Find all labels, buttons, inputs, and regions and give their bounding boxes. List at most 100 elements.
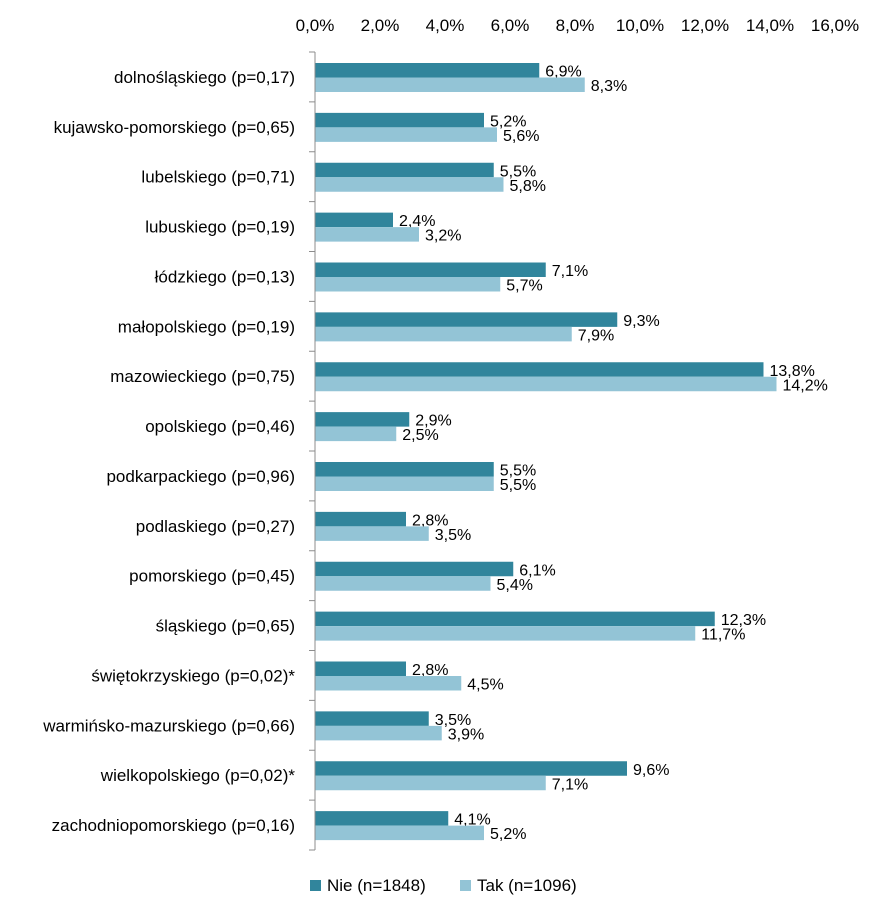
data-label-nie: 6,9% xyxy=(545,64,581,81)
data-label-nie: 12,3% xyxy=(721,612,766,629)
bar-tak xyxy=(315,576,491,591)
category-row: podkarpackiego (p=0,96) 5,5%5,5% xyxy=(106,450,536,494)
bar-tak xyxy=(315,227,419,242)
bar-tak xyxy=(315,725,442,741)
legend-swatch-tak xyxy=(460,880,471,891)
data-label-nie: 2,8% xyxy=(412,512,448,529)
category-label: mazowieckiego (p=0,75) xyxy=(110,367,295,386)
data-label-tak: 7,1% xyxy=(552,776,588,793)
category-label: warmińsko-mazurskiego (p=0,66) xyxy=(42,716,295,735)
bar-nie xyxy=(315,511,406,527)
category-row: małopolskiego (p=0,19) 9,3% 7,9% xyxy=(118,300,660,344)
bar-nie xyxy=(315,112,484,128)
bar-nie xyxy=(315,561,514,577)
data-label-nie: 6,1% xyxy=(519,562,555,579)
category-label: dolnośląskiego (p=0,17) xyxy=(114,68,295,87)
category-label: lubelskiego (p=0,71) xyxy=(141,168,295,187)
legend-label-tak: Tak (n=1096) xyxy=(477,876,577,895)
category-row: świętokrzyskiego (p=0,02)* 2,8% 4,5% xyxy=(91,650,504,694)
bar-nie xyxy=(315,212,393,228)
data-label-tak: 5,2% xyxy=(490,826,526,843)
data-label-tak: 3,2% xyxy=(425,228,461,245)
bar-nie xyxy=(315,312,618,327)
data-label-tak: 4,5% xyxy=(467,677,503,694)
category-label: małopolskiego (p=0,19) xyxy=(118,317,295,336)
category-label: opolskiego (p=0,46) xyxy=(145,417,295,436)
data-label-tak: 5,5% xyxy=(500,477,536,494)
data-label-tak: 5,7% xyxy=(506,278,542,295)
category-row: opolskiego (p=0,46) 2,9%2,5% xyxy=(145,400,452,444)
legend-label-nie: Nie (n=1848) xyxy=(327,876,426,895)
bar-tak xyxy=(315,626,696,641)
data-label-tak: 3,9% xyxy=(448,726,484,743)
data-label-nie: 4,1% xyxy=(454,812,490,829)
category-row: zachodniopomorskiego (p=0,16) 4,1%5,2% xyxy=(52,799,526,843)
bar-nie xyxy=(315,63,540,78)
x-tick-label: 12,0% xyxy=(681,16,729,35)
data-label-nie: 5,5% xyxy=(500,463,536,480)
bar-nie xyxy=(315,811,449,826)
data-label-tak: 2,5% xyxy=(402,427,438,444)
data-label-tak: 8,3% xyxy=(591,78,627,95)
data-label-tak: 5,4% xyxy=(497,577,533,594)
data-label-tak: 5,6% xyxy=(503,128,539,145)
bar-tak xyxy=(315,77,585,92)
category-row: dolnośląskiego (p=0,17) 6,9% 8,3% xyxy=(114,51,627,95)
data-label-nie: 9,3% xyxy=(623,313,659,330)
bar-tak xyxy=(315,775,546,791)
x-tick-label: 0,0% xyxy=(296,16,335,35)
bar-nie xyxy=(315,611,715,627)
category-label: pomorskiego (p=0,45) xyxy=(129,567,295,586)
category-row: lubelskiego (p=0,71) 5,5%5,8% xyxy=(141,151,546,195)
data-label-nie: 5,5% xyxy=(500,163,536,180)
data-label-tak: 11,7% xyxy=(701,627,745,644)
data-label-tak: 14,2% xyxy=(783,377,828,394)
x-tick-label: 4,0% xyxy=(426,16,465,35)
category-row: mazowieckiego (p=0,75) 13,8%14,2% xyxy=(110,350,828,394)
data-label-nie: 2,4% xyxy=(399,213,435,230)
category-label: łódzkiego (p=0,13) xyxy=(155,267,295,286)
bar-tak xyxy=(315,177,504,192)
x-tick-label: 2,0% xyxy=(361,16,400,35)
data-label-tak: 7,9% xyxy=(578,327,614,344)
bar-nie xyxy=(315,412,410,427)
x-tick-label: 14,0% xyxy=(746,16,794,35)
data-label-nie: 5,2% xyxy=(490,113,526,130)
bar-tak xyxy=(315,326,572,342)
x-tick-label: 8,0% xyxy=(556,16,595,35)
bar-tak xyxy=(315,376,777,392)
legend: Nie (n=1848) Tak (n=1096) xyxy=(310,876,577,895)
x-tick-label: 10,0% xyxy=(616,16,664,35)
bar-nie xyxy=(315,362,764,377)
legend-swatch-nie xyxy=(310,880,321,891)
category-label: podlaskiego (p=0,27) xyxy=(136,517,295,536)
category-label: śląskiego (p=0,65) xyxy=(156,617,295,636)
category-label: podkarpackiego (p=0,96) xyxy=(106,467,295,486)
data-label-nie: 7,1% xyxy=(552,263,588,280)
category-label: wielkopolskiego (p=0,02)* xyxy=(100,766,296,785)
category-row: warmińsko-mazurskiego (p=0,66) 3,5%3,9% xyxy=(42,699,484,743)
category-row: wielkopolskiego (p=0,02)* 9,6% 7,1% xyxy=(100,749,669,793)
data-label-nie: 2,8% xyxy=(412,662,448,679)
category-label: kujawsko-pomorskiego (p=0,65) xyxy=(54,118,295,137)
bar-tak xyxy=(315,676,462,691)
bar-tak xyxy=(315,426,397,442)
bar-nie xyxy=(315,162,494,178)
bar-tak xyxy=(315,526,429,541)
data-label-nie: 9,6% xyxy=(633,762,669,779)
chart-rows: dolnośląskiego (p=0,17) 6,9% 8,3% kujawsko-… xyxy=(42,51,828,851)
x-axis-ticks: 0,0% 2,0% 4,0% 6,0% 8,0% 10,0% 12,0% 14,0% 16,0% xyxy=(296,16,859,35)
data-label-nie: 3,5% xyxy=(435,712,471,729)
data-label-nie: 2,9% xyxy=(415,413,451,430)
x-tick-label: 16,0% xyxy=(811,16,859,35)
bar-tak xyxy=(315,277,501,292)
category-row: pomorskiego (p=0,45) 6,1%5,4% xyxy=(129,550,556,594)
bar-nie xyxy=(315,761,627,776)
category-label: zachodniopomorskiego (p=0,16) xyxy=(52,816,295,835)
bar-nie xyxy=(315,462,494,477)
bar-nie xyxy=(315,711,429,726)
category-label: świętokrzyskiego (p=0,02)* xyxy=(91,666,295,685)
data-label-tak: 5,8% xyxy=(510,178,546,195)
category-row: łódzkiego (p=0,13) 7,1% 5,7% xyxy=(155,251,588,295)
